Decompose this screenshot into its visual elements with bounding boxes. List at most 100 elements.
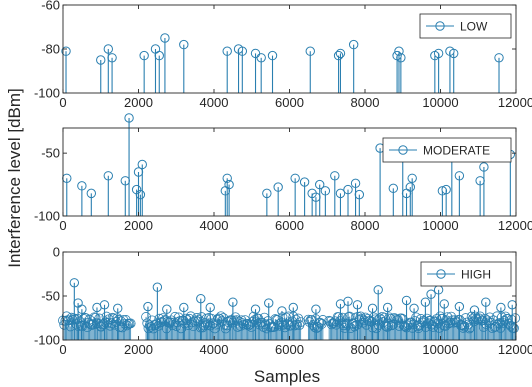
stem-marker-27 xyxy=(494,53,504,63)
legend: HIGH xyxy=(420,261,512,287)
noise-marker xyxy=(510,313,521,324)
stem-marker-22 xyxy=(330,171,340,181)
stem-marker-22 xyxy=(367,303,378,314)
stem-marker-4 xyxy=(107,53,117,63)
stem-marker-12 xyxy=(205,302,215,313)
x-tick-label: 10000 xyxy=(422,218,458,233)
panel-moderate: 0 2000 4000 6000 8000 10000 12000 -50 -100 MODERA… xyxy=(34,113,532,233)
stem-marker-14 xyxy=(262,188,272,199)
stem-marker-26 xyxy=(354,189,365,200)
legend: MODERATE xyxy=(382,137,512,163)
stem-marker-20 xyxy=(343,296,353,306)
noise-marker xyxy=(402,320,413,331)
x-tick-label: 0 xyxy=(59,95,66,110)
stem-marker-24 xyxy=(343,184,353,195)
noise-marker xyxy=(482,315,493,326)
stem-marker-8 xyxy=(160,33,170,43)
stem-marker-30 xyxy=(439,299,449,309)
stem-marker-13 xyxy=(224,179,234,190)
noise-marker xyxy=(93,318,103,329)
x-tick-label: 12000 xyxy=(498,95,532,110)
stem-marker-28 xyxy=(388,183,399,194)
x-tick-label: 4000 xyxy=(200,95,229,110)
noise-marker xyxy=(472,314,483,325)
stem-marker-9 xyxy=(135,189,146,200)
x-tick-label: 12000 xyxy=(498,342,532,357)
stem-marker-18 xyxy=(335,48,346,59)
noise-marker xyxy=(263,316,273,326)
noise-marker xyxy=(101,311,112,322)
stem-marker-21 xyxy=(352,300,363,310)
y-axis-label: Interference level [dBm] xyxy=(5,88,24,268)
stem-marker-2 xyxy=(96,55,106,65)
stem-marker-16 xyxy=(277,306,287,316)
noise-marker xyxy=(446,311,457,322)
stem-marker-10 xyxy=(137,159,147,170)
noise-marker xyxy=(442,312,453,323)
stem-marker-38 xyxy=(479,162,489,172)
y-tick-label: -100 xyxy=(34,333,60,348)
stem-marker-16 xyxy=(305,46,315,56)
noise-marker xyxy=(385,313,396,324)
y-tick-label: -50 xyxy=(41,289,60,304)
noise-marker xyxy=(206,313,217,324)
stem-marker-21 xyxy=(394,46,404,56)
noise-marker xyxy=(317,315,328,325)
noise-marker xyxy=(237,318,248,329)
stem-marker-3 xyxy=(86,188,97,199)
x-tick-label: 8000 xyxy=(351,95,380,110)
stem-marker-33 xyxy=(481,297,491,307)
stem-marker-7 xyxy=(154,50,164,61)
stem-marker-36 xyxy=(454,171,465,181)
noise-marker xyxy=(90,312,101,323)
legend-marker xyxy=(436,269,446,279)
x-tick-label: 6000 xyxy=(275,342,304,357)
noise-marker xyxy=(212,314,223,325)
stem-marker-6 xyxy=(113,303,123,314)
stem-marker-13 xyxy=(228,297,238,307)
stem-marker-2 xyxy=(77,181,87,191)
stem-marker-23 xyxy=(373,285,383,295)
noise-marker xyxy=(292,319,302,330)
noise-marker xyxy=(326,319,337,330)
noise-marker xyxy=(159,316,170,326)
stem-marker-25 xyxy=(401,295,412,306)
stem-marker-11 xyxy=(196,293,206,304)
legend-label: LOW xyxy=(460,20,488,34)
noise-marker xyxy=(89,312,100,323)
stem-marker-27 xyxy=(420,297,431,307)
stem-marker-26 xyxy=(449,48,459,59)
stem-marker-18 xyxy=(311,304,321,314)
x-tick-label: 0 xyxy=(59,342,66,357)
stem-marker-6 xyxy=(124,113,134,123)
noise-marker xyxy=(466,311,477,322)
x-tick-label: 4000 xyxy=(200,218,229,233)
stem-marker-17 xyxy=(299,177,310,187)
stem-marker-7 xyxy=(143,301,153,312)
legend-label: HIGH xyxy=(461,268,491,282)
stem-marker-3 xyxy=(103,44,114,54)
stem-marker-15 xyxy=(273,182,283,192)
stem-marker-20 xyxy=(315,179,325,190)
stem-marker-8 xyxy=(152,282,163,292)
stem-marker-31 xyxy=(405,182,415,192)
stem-marker-15 xyxy=(264,298,274,308)
panels: 0 2000 4000 6000 8000 10000 12000 -60 -80 -100 LOW… xyxy=(34,0,532,357)
y-tick-label: -60 xyxy=(41,0,60,13)
stem-marker-10 xyxy=(179,302,189,313)
stem-marker-19 xyxy=(348,39,359,50)
stem-marker-1 xyxy=(61,46,71,56)
legend-marker xyxy=(398,145,408,155)
y-tick-label: 0 xyxy=(53,245,60,260)
stem-marker-32 xyxy=(469,305,480,315)
stem-marker-32 xyxy=(407,173,417,183)
noise-marker xyxy=(190,315,201,326)
stem-marker-3 xyxy=(77,304,87,314)
noise-marker xyxy=(496,312,507,323)
stem-marker-22 xyxy=(396,53,406,63)
stem-marker-21 xyxy=(320,186,331,196)
x-tick-label: 8000 xyxy=(351,342,380,357)
legend: LOW xyxy=(419,13,512,39)
legend-label: MODERATE xyxy=(423,144,490,158)
noise-marker xyxy=(125,318,136,329)
